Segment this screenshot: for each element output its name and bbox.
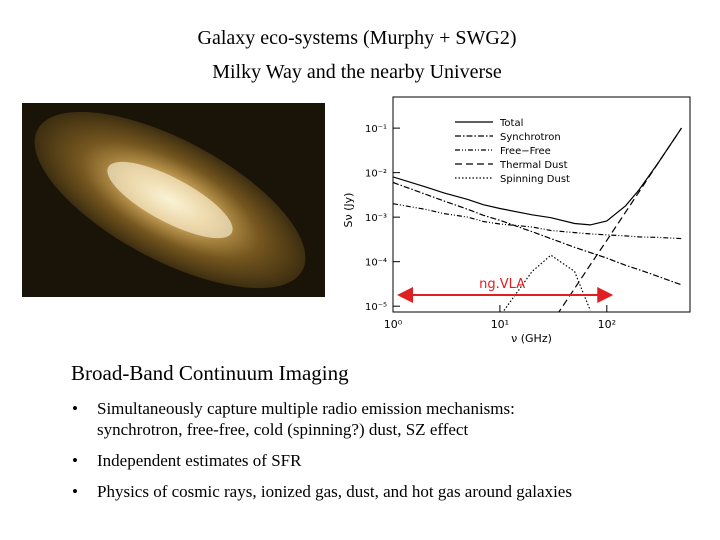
chart-background [343, 93, 700, 345]
x-tick-label: 10¹ [491, 318, 509, 331]
plot-area [393, 127, 682, 312]
y-tick-label: 10⁻¹ [365, 124, 387, 135]
x-tick-label: 10⁰ [384, 318, 403, 331]
bullet-glyph: • [72, 399, 78, 418]
series-line [393, 203, 682, 240]
legend-label: Total [499, 118, 523, 129]
bullet-glyph: • [72, 482, 78, 501]
bullet-glyph: • [72, 451, 78, 470]
galaxy-image [22, 103, 325, 297]
bullet-text: Independent estimates of SFR [97, 451, 302, 470]
legend-label: Thermal Dust [499, 160, 568, 171]
bullet-text: Simultaneously capture multiple radio em… [97, 399, 515, 418]
y-tick-label: 10⁻⁵ [365, 302, 387, 313]
y-tick-label: 10⁻³ [365, 213, 387, 224]
legend-label: Synchrotron [500, 132, 561, 143]
x-tick-label: 10² [598, 318, 616, 331]
chart: 10⁰ 10¹ 10² 10⁻¹ 10⁻² 10⁻³ 10⁻⁴ 10⁻⁵ ν (GHz) Sν (… [342, 96, 691, 345]
y-tick-label: 10⁻⁴ [365, 258, 387, 269]
y-tick-label: 10⁻² [365, 169, 387, 180]
range-label: ng.VLA [479, 277, 525, 292]
legend-label: Free−Free [500, 146, 551, 157]
title: Galaxy eco-systems (Murphy + SWG2) [198, 27, 517, 49]
bullet-list: • Simultaneously capture multiple radio e… [72, 399, 572, 501]
y-axis-label: Sν (Jy) [342, 193, 355, 228]
legend-label: Spinning Dust [500, 174, 570, 185]
series-line [558, 127, 682, 312]
plot-frame [392, 96, 691, 313]
series-line [393, 127, 682, 226]
series-line [393, 181, 682, 286]
section-heading: Broad-Band Continuum Imaging [71, 361, 349, 385]
series-line [502, 254, 591, 312]
bullet-text: synchrotron, free-free, cold (spinning?)… [97, 420, 468, 439]
subtitle: Milky Way and the nearby Universe [212, 61, 502, 83]
x-axis-label: ν (GHz) [511, 332, 552, 345]
bullet-text: Physics of cosmic rays, ionized gas, dus… [97, 482, 572, 501]
